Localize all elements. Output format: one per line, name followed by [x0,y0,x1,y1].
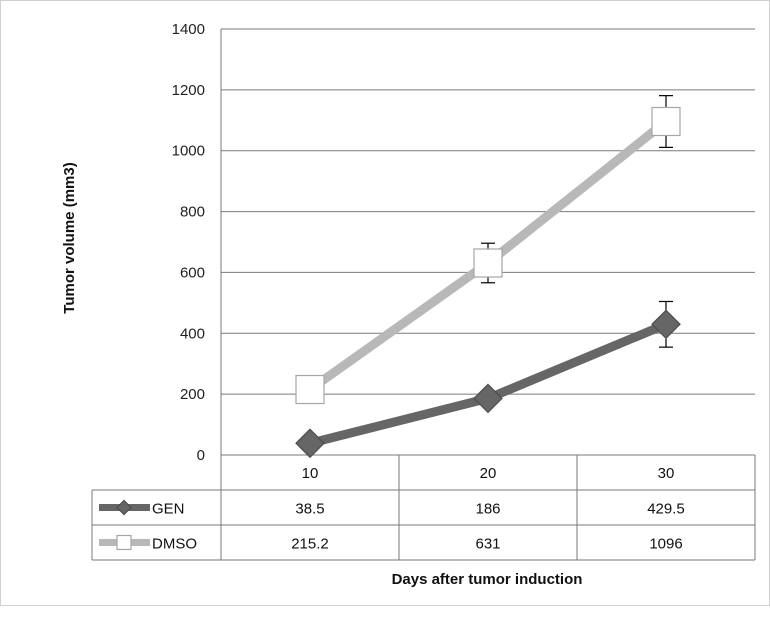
table-cell-value: 631 [475,536,500,553]
x-category-label: 30 [658,465,675,482]
y-tick-label: 1000 [172,143,205,160]
y-tick-label: 800 [180,204,205,221]
legend-label: DMSO [152,536,197,553]
data-point [295,428,325,459]
series-layer [295,95,681,459]
x-category-label: 20 [480,465,497,482]
y-tick-label: 200 [180,386,205,403]
data-point [295,374,325,405]
data-table: 10 20 30 GEN 38.5 186 429.5 DMSO 215.2 631 1096 [91,454,756,561]
data-point [651,309,681,340]
legend-marker [116,534,132,551]
legend-label: GEN [152,501,185,518]
table-cell-value: 186 [475,501,500,518]
data-point [473,383,503,414]
data-point [651,106,681,137]
y-tick-label: 0 [197,447,205,464]
series-dmso [295,95,681,405]
y-tick-label: 400 [180,325,205,342]
y-tick-label: 1200 [172,82,205,99]
y-axis-ticks: 0 200 400 600 800 1000 1200 1400 [172,21,205,464]
y-axis-title: Tumor volume (mm3) [61,162,78,313]
y-tick-label: 600 [180,264,205,281]
table-cell-value: 38.5 [295,501,324,518]
x-axis-title: Days after tumor induction [392,571,583,588]
legend-marker [116,499,132,516]
table-cell-value: 215.2 [291,536,329,553]
table-cell-value: 429.5 [647,501,685,518]
series-gen [295,300,681,459]
data-point [473,248,503,278]
x-category-label: 10 [302,465,319,482]
legend-key [99,534,150,551]
legend-key [99,499,150,516]
table-cell-value: 1096 [649,536,682,553]
y-tick-label: 1400 [172,21,205,38]
